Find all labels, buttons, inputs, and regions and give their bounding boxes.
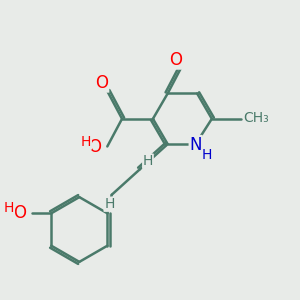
Text: O: O (95, 74, 109, 92)
Text: CH₃: CH₃ (244, 111, 269, 125)
Text: H: H (202, 148, 212, 162)
Text: O: O (169, 51, 182, 69)
Text: H: H (81, 135, 91, 149)
Text: O: O (13, 204, 26, 222)
Text: H: H (4, 201, 14, 215)
Text: O: O (88, 138, 101, 156)
Text: H: H (143, 154, 153, 168)
Text: H: H (104, 197, 115, 211)
Text: N: N (189, 136, 202, 154)
